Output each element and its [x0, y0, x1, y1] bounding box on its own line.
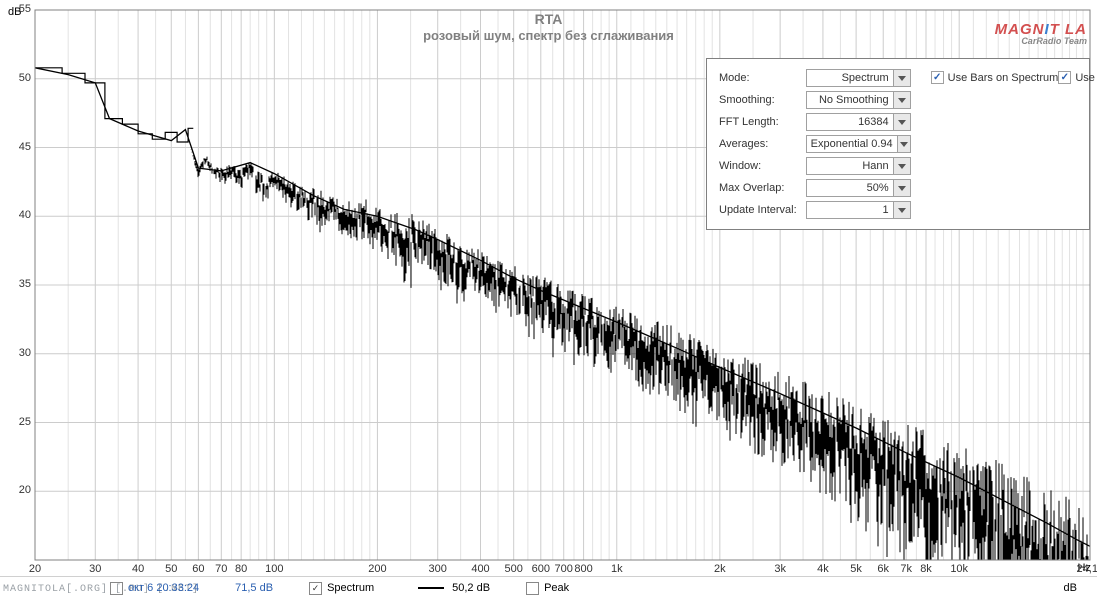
chevron-down-icon[interactable]	[893, 180, 910, 196]
checkbox-box-icon: ✓	[931, 71, 944, 84]
panel-combo-3[interactable]: Exponential 0.94	[806, 135, 911, 153]
panel-combo-0[interactable]: Spectrum	[806, 69, 911, 87]
peak-toggle[interactable]: Peak	[526, 582, 569, 595]
chevron-down-icon[interactable]	[893, 114, 910, 130]
panel-combo-value: Spectrum	[807, 72, 893, 84]
panel-label: Window:	[716, 155, 803, 177]
panel-label: Max Overlap:	[716, 177, 803, 199]
db-unit: dB	[1064, 582, 1077, 594]
spectrum-toggle[interactable]: ✓ Spectrum	[309, 582, 374, 595]
panel-combo-value: 1	[807, 204, 893, 216]
panel-label: FFT Length:	[716, 111, 803, 133]
panel-combo-value: 16384	[807, 116, 893, 128]
panel-combo-value: 50%	[807, 182, 893, 194]
panel-label: Mode:	[716, 67, 803, 89]
panel-combo-2[interactable]: 16384	[806, 113, 911, 131]
panel-checkbox-0[interactable]: ✓ Use Bars on Spectrum	[931, 71, 1059, 84]
panel-combo-value: Hann	[807, 160, 893, 172]
panel-combo-value: No Smoothing	[807, 94, 893, 106]
settings-panel: Mode: Spectrum Smoothing: No Smoothing FFT L…	[706, 58, 1090, 230]
legend-footer: окт 6 20:33:24 71,5 dB ✓ Spectrum 50,2 d…	[0, 576, 1097, 599]
panel-combo-1[interactable]: No Smoothing	[806, 91, 911, 109]
chevron-down-icon[interactable]	[897, 136, 910, 152]
panel-checkbox-1[interactable]: ✓ Use Bars on RTA	[1058, 71, 1097, 84]
checkbox-box-icon: ✓	[1058, 71, 1071, 84]
timestamp-text: окт 6 20:33:24	[128, 582, 199, 594]
chevron-down-icon[interactable]	[893, 92, 910, 108]
chevron-down-icon[interactable]	[893, 70, 910, 86]
db-readout-1: 71,5 dB	[235, 582, 273, 594]
chevron-down-icon[interactable]	[893, 202, 910, 218]
trace-swatch: 50,2 dB	[410, 582, 490, 594]
panel-label: Update Interval:	[716, 199, 803, 221]
watermark: MAGNIT LA CarRadio Team	[995, 22, 1087, 46]
checkbox-label: Use Bars on RTA	[1075, 72, 1097, 84]
timestamp-toggle[interactable]: окт 6 20:33:24	[110, 582, 199, 595]
panel-combo-4[interactable]: Hann	[806, 157, 911, 175]
panel-combo-6[interactable]: 1	[806, 201, 911, 219]
panel-combo-value: Exponential 0.94	[807, 138, 897, 150]
panel-label: Averages:	[716, 133, 803, 155]
chart-title-sub: розовый шум, спектр без сглаживания	[0, 28, 1097, 43]
panel-label: Smoothing:	[716, 89, 803, 111]
checkbox-label: Use Bars on Spectrum	[948, 72, 1059, 84]
chevron-down-icon[interactable]	[893, 158, 910, 174]
chart-title-main: RTA	[0, 11, 1097, 27]
panel-combo-5[interactable]: 50%	[806, 179, 911, 197]
